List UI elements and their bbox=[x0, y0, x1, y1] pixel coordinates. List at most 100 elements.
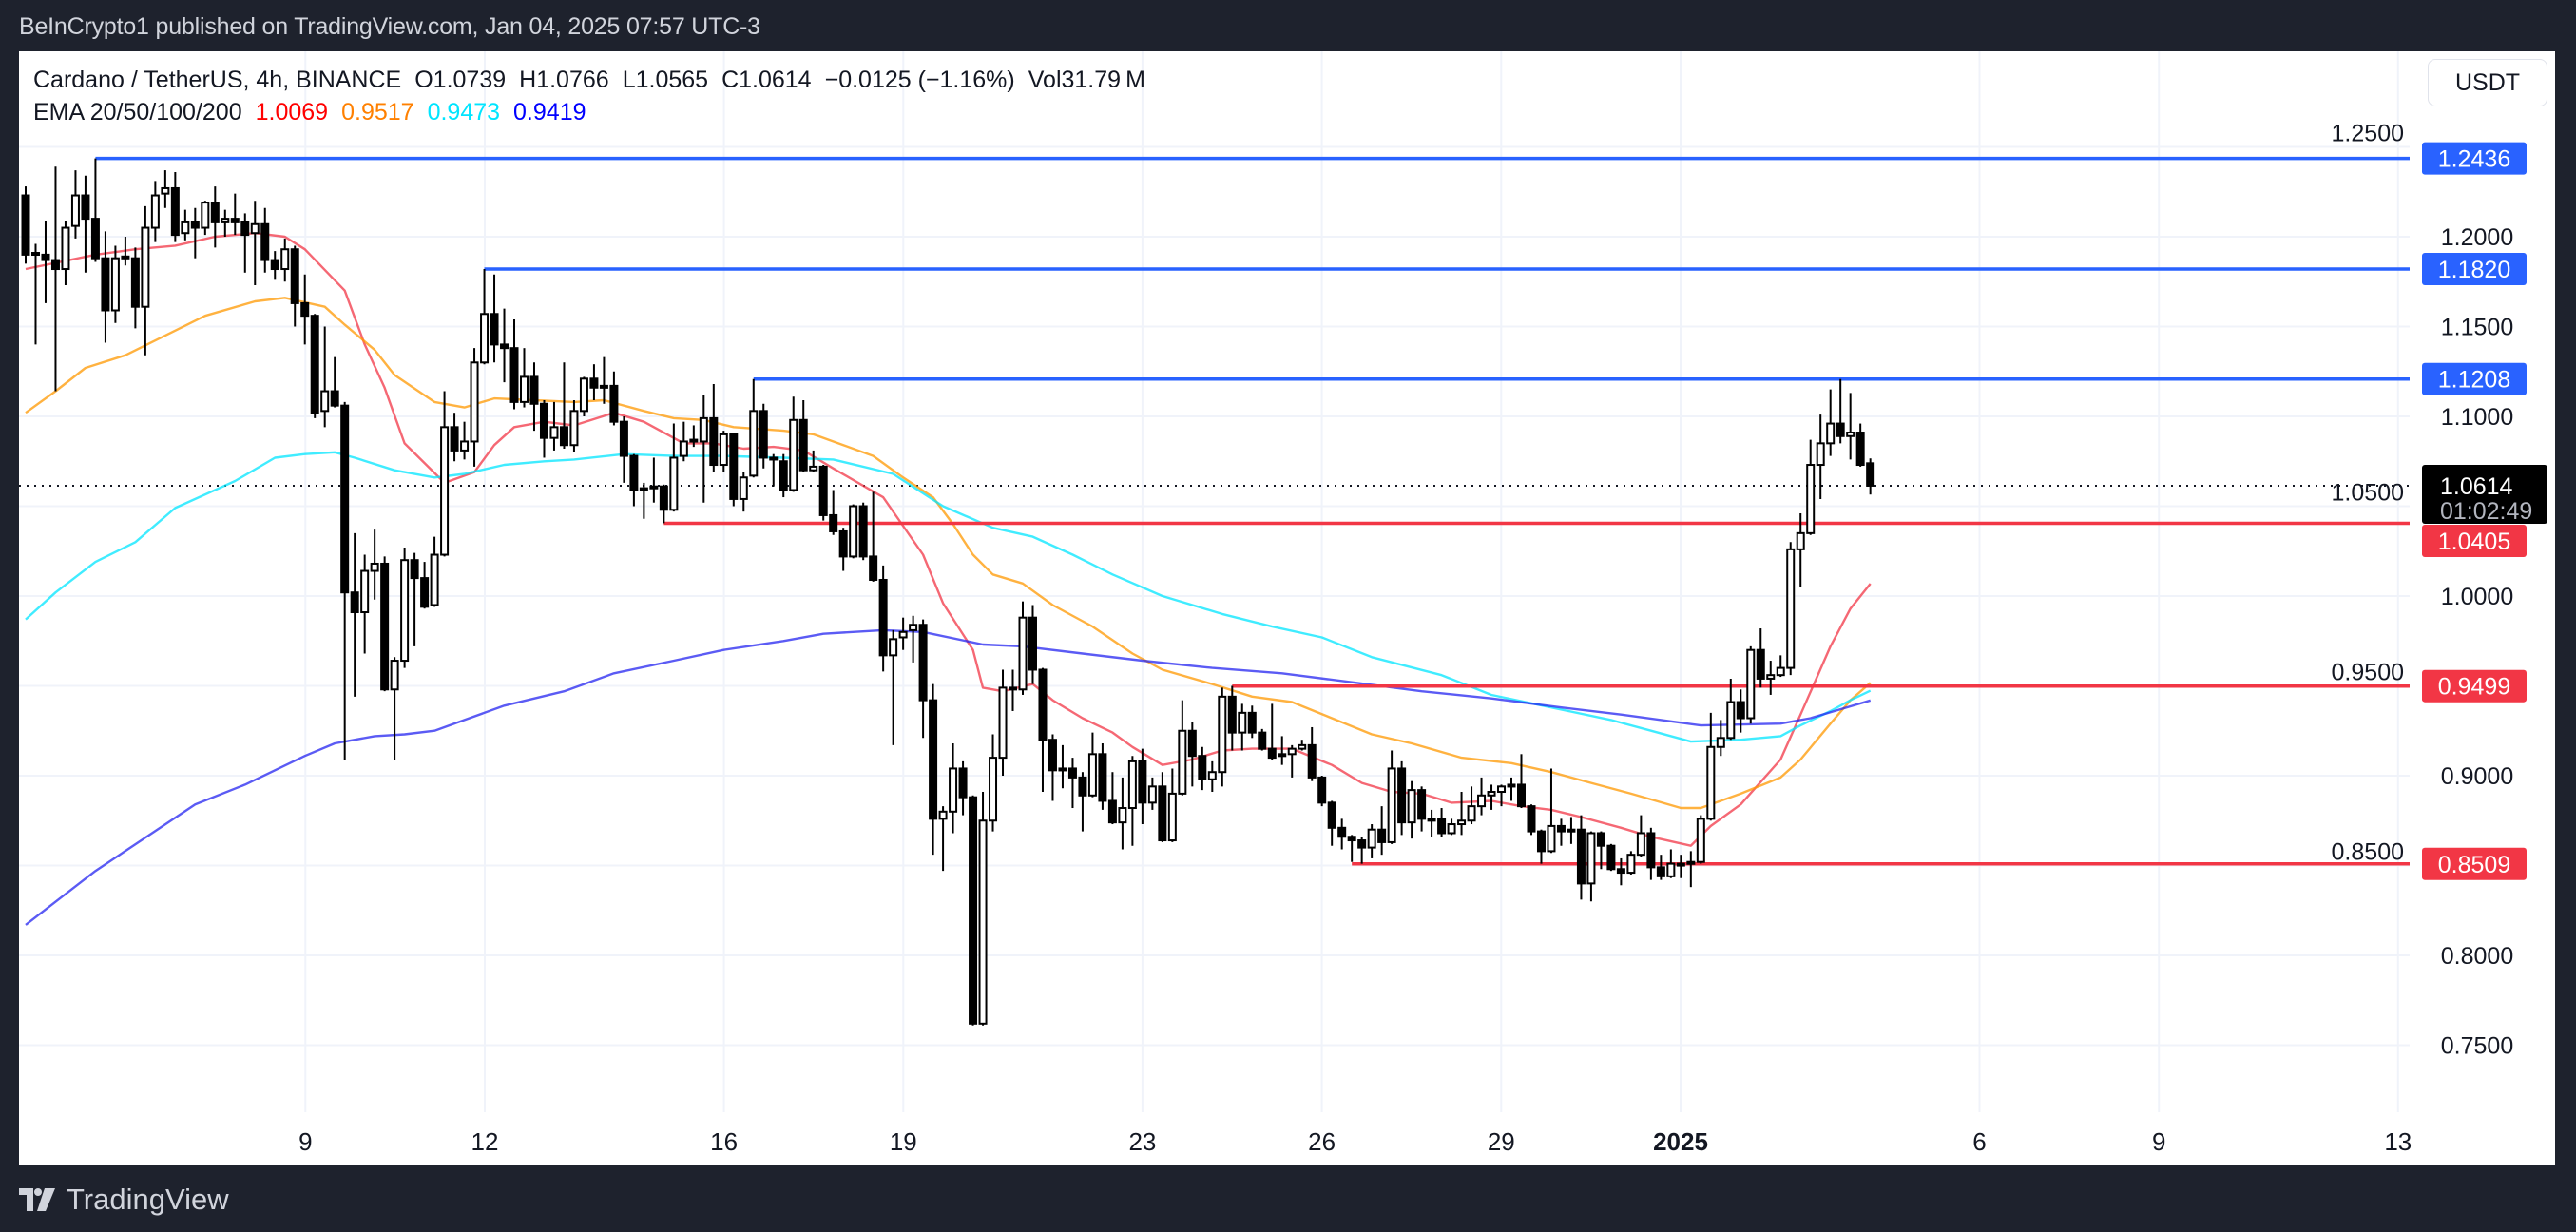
candle-up bbox=[689, 425, 699, 448]
candle-body bbox=[1287, 747, 1297, 756]
candle-up bbox=[480, 269, 490, 365]
candle-body bbox=[1786, 548, 1796, 669]
candle-down bbox=[529, 362, 539, 432]
candle-body bbox=[370, 562, 379, 572]
candle-up bbox=[1776, 655, 1785, 678]
price-tags: 1.2436 1.1820 1.1208 1.0405 0.9499 0.8509 1.06… bbox=[2422, 142, 2547, 880]
candle-up bbox=[1507, 777, 1516, 801]
candle-down bbox=[380, 556, 390, 692]
candle-down bbox=[1517, 754, 1526, 809]
candle-down bbox=[1855, 423, 1865, 467]
candle-down bbox=[230, 193, 240, 236]
candle-body bbox=[210, 202, 220, 223]
candle-down bbox=[829, 490, 838, 535]
candle-body bbox=[589, 377, 599, 389]
candle-body bbox=[1497, 785, 1507, 794]
time-axis[interactable]: 9 12 16 19 23 26 29 2025 6 9 13 bbox=[298, 1127, 2412, 1156]
candle-body bbox=[1457, 819, 1467, 826]
price-tick-label: 0.9000 bbox=[2441, 763, 2513, 790]
candle-up bbox=[440, 391, 450, 557]
resistance-level-tag bbox=[2422, 142, 2527, 175]
candle-up bbox=[1846, 393, 1855, 460]
currency-button[interactable]: USDT bbox=[2428, 59, 2547, 106]
candle-up bbox=[1676, 855, 1685, 878]
candle-body bbox=[1187, 729, 1197, 758]
level-tag-label: 1.1820 bbox=[2438, 257, 2510, 283]
candle-down bbox=[759, 403, 768, 469]
level-tag-label: 0.8509 bbox=[2438, 852, 2510, 878]
ema200-value: 0.9419 bbox=[513, 99, 586, 125]
candle-body bbox=[1586, 832, 1596, 885]
candle-body bbox=[480, 313, 490, 364]
candle-body bbox=[1776, 666, 1785, 677]
candle-body bbox=[958, 767, 968, 799]
symbol-name[interactable]: Cardano / TetherUS, 4h, BINANCE bbox=[33, 67, 402, 93]
candle-body bbox=[500, 343, 509, 350]
candle-body bbox=[1028, 616, 1037, 671]
time-tick-label: 9 bbox=[2152, 1127, 2165, 1156]
candle-body bbox=[709, 416, 719, 467]
ema-label[interactable]: EMA 20/50/100/200 bbox=[33, 99, 242, 125]
candle-body bbox=[150, 194, 160, 229]
candle-up bbox=[938, 806, 948, 872]
footer: TradingView bbox=[19, 1183, 229, 1217]
candle-up bbox=[1447, 818, 1456, 836]
candle-up bbox=[1786, 542, 1796, 676]
candle-up bbox=[1746, 645, 1756, 724]
level-tag-label: 0.9499 bbox=[2438, 674, 2510, 701]
candle-body bbox=[350, 591, 359, 614]
candle-up bbox=[1387, 750, 1396, 844]
candle-body bbox=[969, 796, 978, 1025]
candle-down bbox=[969, 795, 978, 1026]
candle-down bbox=[310, 314, 319, 418]
candle-up bbox=[898, 617, 908, 650]
candle-up bbox=[1826, 389, 1836, 456]
candle-up bbox=[430, 536, 439, 607]
candle-up bbox=[569, 399, 579, 452]
candle-body bbox=[1397, 767, 1407, 824]
candle-up bbox=[669, 423, 679, 512]
candle-body bbox=[998, 686, 1008, 760]
brand-name[interactable]: TradingView bbox=[67, 1183, 229, 1216]
candle-body bbox=[1676, 862, 1685, 867]
price-axis[interactable]: 0.7500 0.8000 0.8500 0.9000 0.9500 1.0000 1.05… bbox=[2332, 121, 2514, 1060]
candle-down bbox=[709, 383, 719, 472]
candle-up bbox=[1666, 849, 1676, 878]
candle-down bbox=[1327, 800, 1336, 846]
candle-body bbox=[1606, 844, 1616, 871]
candle-body bbox=[470, 361, 479, 443]
candle-body bbox=[190, 221, 200, 229]
candle-body bbox=[779, 460, 788, 491]
candle-up bbox=[1178, 700, 1187, 796]
candle-body bbox=[1198, 755, 1207, 780]
candle-up bbox=[1427, 809, 1436, 837]
candle-body bbox=[70, 194, 80, 227]
candle-body bbox=[769, 456, 779, 461]
candle-body bbox=[1826, 422, 1836, 445]
candle-body bbox=[1207, 771, 1217, 780]
ohlc-close: C1.0614 bbox=[721, 67, 812, 93]
ema-line-ema50 bbox=[25, 297, 1872, 810]
candle-body bbox=[599, 384, 608, 389]
candle-down bbox=[1567, 817, 1576, 844]
candle-body bbox=[1009, 686, 1018, 691]
candle-body bbox=[460, 440, 470, 452]
ohlc-low: L1.0565 bbox=[622, 67, 709, 93]
candle-down bbox=[340, 401, 350, 760]
level-tag-label: 1.2436 bbox=[2438, 146, 2510, 173]
candle-body bbox=[1437, 818, 1447, 835]
candle-body bbox=[360, 569, 370, 614]
candle-body bbox=[898, 630, 908, 639]
candle-body bbox=[1118, 807, 1127, 824]
candle-body bbox=[1387, 767, 1396, 843]
candle-body bbox=[909, 624, 918, 631]
candle-body bbox=[629, 454, 639, 491]
candle-up bbox=[1586, 831, 1596, 902]
candle-down bbox=[609, 371, 619, 426]
candle-down bbox=[1247, 705, 1257, 739]
candle-down bbox=[869, 491, 878, 582]
candle-down bbox=[1138, 748, 1147, 825]
candle-up bbox=[1118, 777, 1127, 850]
candle-body bbox=[1447, 823, 1456, 835]
